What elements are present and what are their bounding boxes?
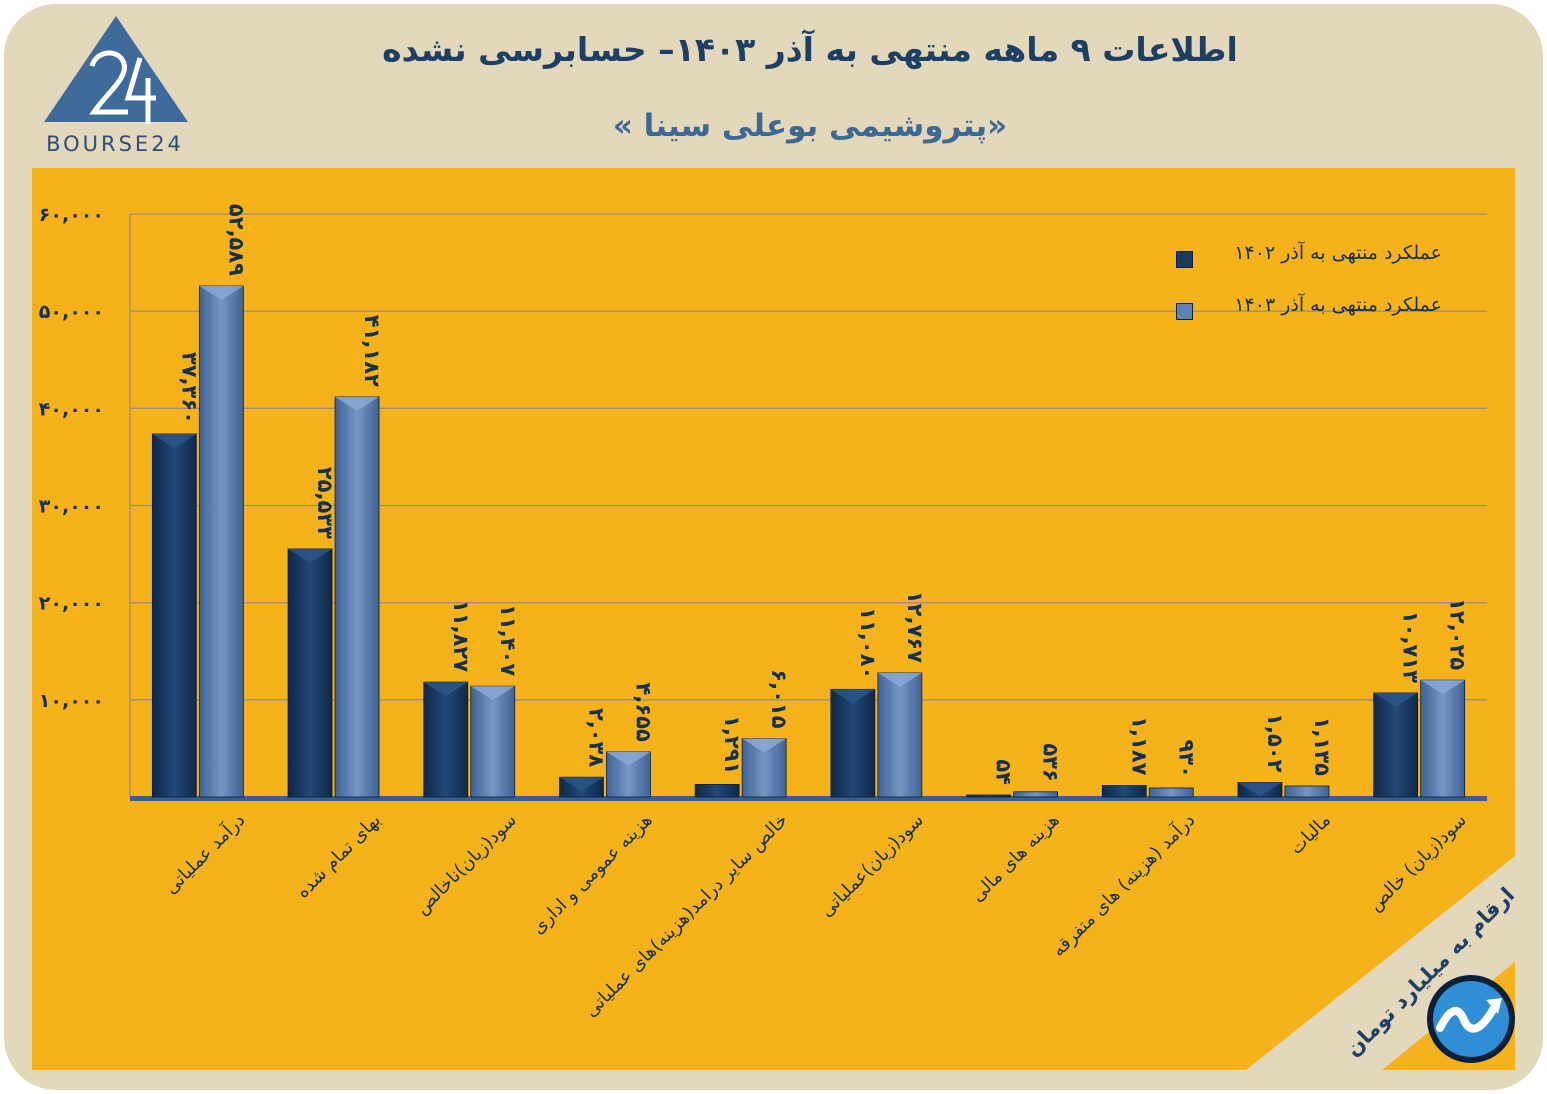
bar-bevel (742, 738, 787, 753)
bar-bevel (423, 682, 468, 697)
bar-bevel (830, 689, 875, 704)
chart-panel (32, 168, 1515, 1070)
data-label: ۱۲,۰۲۵ (1446, 598, 1470, 670)
data-label: ۱۱,۸۲۷ (449, 600, 473, 672)
page-title: اطلاعات ۹ ماهه منتهی به آذر ۱۴۰۳– حسابرس… (382, 30, 1238, 69)
data-label: ۱,۵۰۲ (1263, 713, 1287, 772)
bar-bevel (335, 396, 380, 411)
bar-1402 (694, 784, 740, 798)
x-axis-line (130, 796, 1487, 801)
bar-bevel (1420, 680, 1465, 695)
bar-1403 (198, 285, 244, 798)
bar-bevel (559, 777, 604, 792)
data-label: ۱۱,۴۰۷ (496, 604, 520, 676)
data-label: ۲۵,۵۳۳ (313, 467, 337, 539)
bar-1403 (1284, 785, 1330, 798)
data-label: ۲,۰۳۸ (584, 708, 608, 767)
bar-1402 (966, 794, 1011, 798)
bar-bevel (1237, 782, 1282, 797)
legend-label-1402: عملکرد منتهی به آذر ۱۴۰۲ (1234, 242, 1442, 264)
legend-swatch-1402 (1176, 251, 1193, 268)
bar-1402 (151, 433, 197, 798)
data-label: ۹۳۰ (1174, 740, 1198, 778)
bar-bevel (199, 286, 244, 301)
data-label: ۴,۶۵۵ (631, 683, 655, 742)
bar-bevel (877, 672, 922, 687)
bar-1402 (287, 548, 333, 798)
data-label: ۱۲,۷۶۷ (903, 591, 927, 663)
data-label: ۳۷,۳۶۰ (177, 352, 201, 424)
legend-label-1403: عملکرد منتهی به آذر ۱۴۰۳ (1234, 294, 1442, 316)
y-tick-label: ۲۰,۰۰۰ (39, 593, 104, 615)
bar-1403 (1420, 679, 1466, 798)
bar-1403 (1013, 791, 1058, 798)
bar-bevel (1373, 692, 1418, 707)
bar-bevel (152, 433, 197, 448)
bar-bevel (470, 686, 515, 701)
bar-1402 (1373, 692, 1419, 798)
data-label: ۱۰,۷۱۳ (1399, 611, 1423, 683)
data-label: ۱۱,۰۸۰ (856, 607, 880, 679)
logo-text: BOURSE24 (46, 132, 184, 156)
data-label: ۱,۱۳۵ (1310, 717, 1334, 776)
bourse24-logo (44, 16, 188, 124)
y-tick-label: ۱۰,۰۰۰ (39, 690, 104, 712)
data-label: ۵۴ (992, 759, 1016, 785)
y-tick-label: ۵۰,۰۰۰ (39, 301, 104, 323)
data-label: ۴۱,۱۸۲ (360, 315, 384, 387)
page-subtitle: «پتروشیمی بوعلی سینا » (612, 108, 1008, 144)
bar-1403 (877, 672, 923, 798)
data-label: ۵۳۶ (1039, 743, 1063, 781)
bar-1402 (1101, 785, 1147, 798)
bar-bevel (606, 751, 651, 766)
bar-1403 (334, 396, 380, 798)
bar-bevel (288, 548, 333, 563)
bar-1402 (423, 681, 469, 798)
chart-area: ۱۰,۰۰۰ ۲۰,۰۰۰ ۳۰,۰۰۰ ۴۰,۰۰۰ ۵۰,۰۰۰ ۶۰,۰۰۰ ۳۷,… (32, 168, 1515, 1070)
y-tick-label: ۶۰,۰۰۰ (39, 204, 104, 226)
y-tick-label: ۳۰,۰۰۰ (39, 496, 104, 518)
bar-chart: ۱۰,۰۰۰ ۲۰,۰۰۰ ۳۰,۰۰۰ ۴۰,۰۰۰ ۵۰,۰۰۰ ۶۰,۰۰۰ ۳۷,… (32, 168, 1515, 1070)
data-label: ۱,۲۹۱ (720, 715, 744, 774)
trend-arrow-icon (1427, 975, 1515, 1063)
y-tick-label: ۴۰,۰۰۰ (39, 398, 104, 420)
bar-1403 (470, 685, 516, 798)
bar-1403 (1148, 787, 1194, 798)
data-label: ۱,۱۸۷ (1127, 716, 1151, 775)
data-label: ۶,۰۱۵ (767, 669, 791, 728)
bar-1402 (830, 688, 876, 798)
legend-swatch-1403 (1176, 303, 1193, 320)
data-label: ۵۲,۵۸۹ (224, 204, 248, 276)
